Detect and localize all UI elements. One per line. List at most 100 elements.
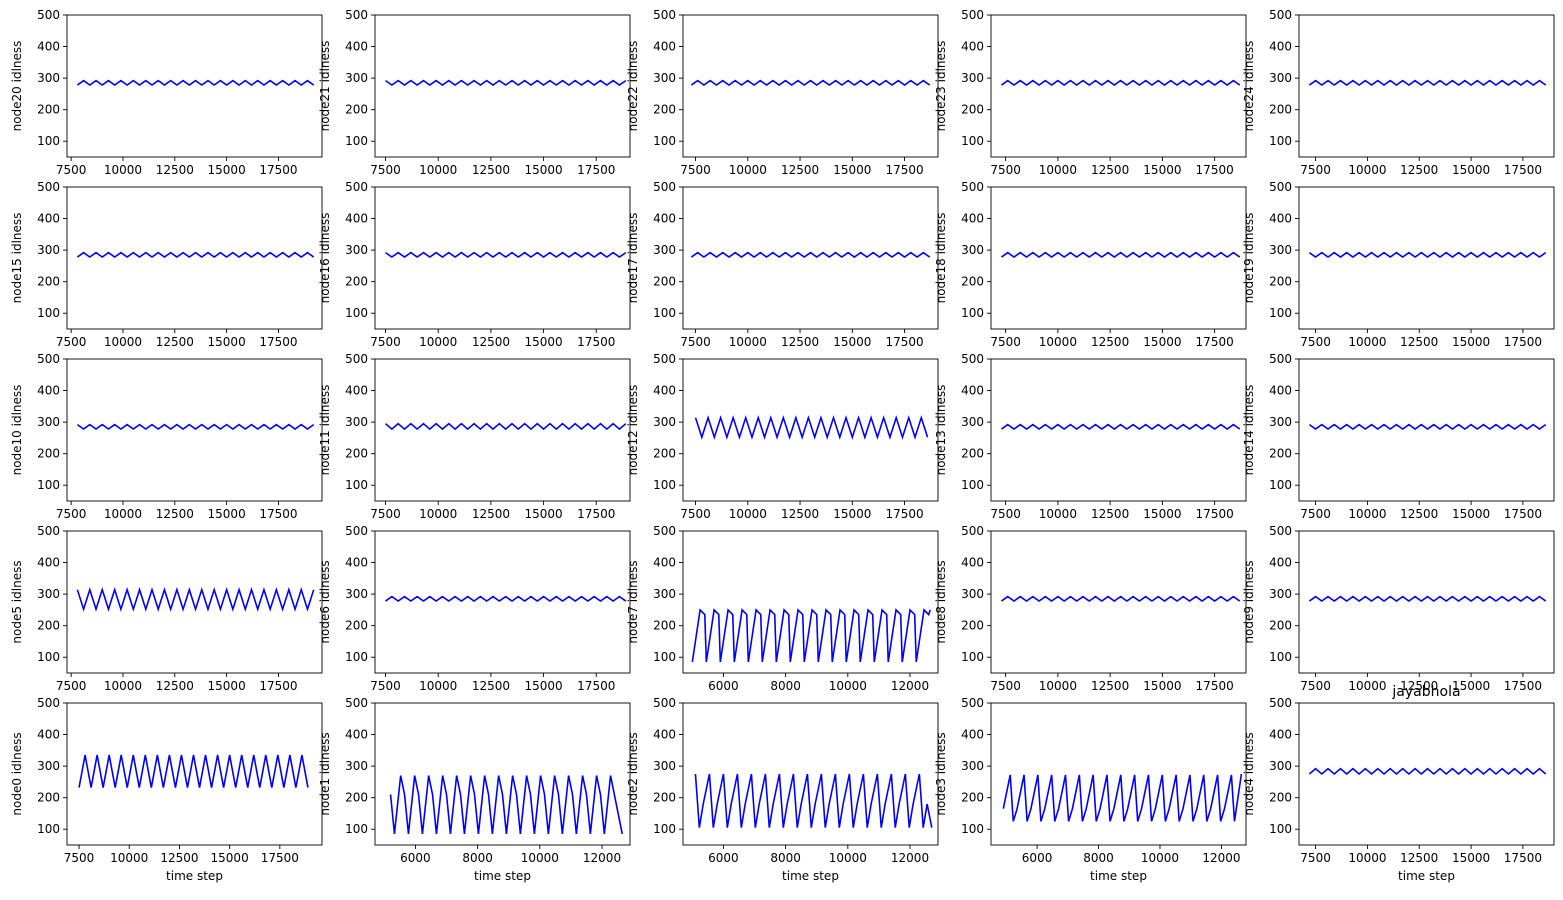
y-tick-label: 300: [961, 587, 984, 601]
y-tick-label: 200: [653, 447, 676, 461]
subplot-node9-idlness: 7500 10000 12500 15000 17500 100 200 300 400 500 n…: [1242, 524, 1555, 693]
y-tick-label: 400: [37, 212, 60, 226]
y-tick-label: 100: [345, 134, 368, 148]
x-tick-label: 17500: [259, 163, 297, 177]
y-tick-label: 200: [961, 619, 984, 633]
axes-frame: [374, 14, 631, 158]
y-tick-label: 300: [653, 243, 676, 257]
x-tick-label: 12500: [1400, 163, 1438, 177]
y-axis-label: node21 idlness: [318, 41, 332, 132]
x-tick-label: 12500: [781, 335, 819, 349]
x-tick-label: 12500: [472, 335, 510, 349]
series-line: [1000, 595, 1241, 603]
series-line: [76, 251, 315, 259]
series-line: [1308, 595, 1547, 603]
x-tick-label: 12500: [781, 163, 819, 177]
series-line: [76, 587, 315, 612]
y-tick-label: 400: [1269, 556, 1292, 570]
axes-frame: [66, 186, 323, 330]
y-tick-label: 300: [345, 415, 368, 429]
y-tick-label: 300: [345, 759, 368, 773]
subplot-node16-idlness: 7500 10000 12500 15000 17500 100 200 300 400 500 n…: [318, 180, 631, 349]
x-tick-label: 7500: [990, 163, 1021, 177]
x-tick-label: 10000: [104, 507, 142, 521]
y-tick-label: 200: [653, 791, 676, 805]
series-line: [691, 608, 931, 663]
axes-frame: [990, 14, 1247, 158]
y-tick-label: 400: [37, 40, 60, 54]
x-tick-label: 17500: [885, 163, 923, 177]
y-tick-label: 500: [345, 352, 368, 366]
y-tick-label: 100: [37, 478, 60, 492]
series-line: [385, 422, 627, 431]
series-line: [385, 251, 627, 259]
series-line: [385, 595, 627, 603]
y-tick-label: 300: [37, 71, 60, 85]
x-tick-label: 10000: [1141, 851, 1179, 865]
y-tick-label: 500: [345, 180, 368, 194]
x-tick-label: 17500: [1504, 679, 1542, 693]
x-tick-label: 15000: [1452, 163, 1490, 177]
series-line: [78, 754, 309, 788]
y-axis-label: node3 idlness: [934, 732, 948, 815]
x-tick-label: 17500: [1504, 335, 1542, 349]
axes-frame: [682, 702, 939, 846]
x-tick-label: 12500: [156, 335, 194, 349]
y-tick-label: 200: [1269, 619, 1292, 633]
axes-frame: [374, 358, 631, 502]
y-tick-label: 300: [37, 243, 60, 257]
y-tick-label: 200: [961, 103, 984, 117]
y-axis-label: node8 idlness: [934, 560, 948, 643]
axes-frame: [682, 14, 939, 158]
subplot-node19-idlness: 7500 10000 12500 15000 17500 100 200 300 400 500 n…: [1242, 180, 1555, 349]
y-axis-label: node11 idlness: [318, 385, 332, 476]
x-tick-label: 7500: [1300, 507, 1331, 521]
subplot-title: jayabhola: [1391, 684, 1460, 700]
x-tick-label: 17500: [259, 679, 297, 693]
x-tick-label: 15000: [208, 507, 246, 521]
x-tick-label: 12500: [781, 507, 819, 521]
y-tick-label: 300: [961, 243, 984, 257]
x-tick-label: 8000: [462, 851, 493, 865]
y-tick-label: 200: [653, 619, 676, 633]
axes-frame: [990, 358, 1247, 502]
x-tick-label: 7500: [1300, 679, 1331, 693]
x-tick-label: 17500: [259, 335, 297, 349]
y-axis-label: node9 idlness: [1242, 560, 1256, 643]
y-tick-label: 400: [1269, 384, 1292, 398]
y-tick-label: 100: [653, 650, 676, 664]
y-tick-label: 500: [37, 8, 60, 22]
y-tick-label: 100: [37, 306, 60, 320]
y-tick-label: 500: [1269, 180, 1292, 194]
axes-frame: [374, 702, 631, 846]
x-tick-label: 7500: [370, 507, 401, 521]
x-tick-label: 12000: [1202, 851, 1240, 865]
x-tick-label: 15000: [525, 679, 563, 693]
y-tick-label: 500: [653, 180, 676, 194]
y-tick-label: 500: [1269, 524, 1292, 538]
y-axis-label: node4 idlness: [1242, 732, 1256, 815]
x-tick-label: 10000: [1039, 163, 1077, 177]
x-tick-label: 17500: [1196, 507, 1234, 521]
series-line: [389, 775, 624, 835]
y-tick-label: 500: [961, 8, 984, 22]
subplot-node4-idlness: 7500 10000 12500 15000 17500 100 200 300 400 500 n…: [1242, 684, 1555, 883]
y-tick-label: 200: [1269, 447, 1292, 461]
subplot-node17-idlness: 7500 10000 12500 15000 17500 100 200 300 400 500 n…: [626, 180, 939, 349]
y-axis-label: node22 idlness: [626, 41, 640, 132]
y-axis-label: node0 idlness: [10, 732, 24, 815]
axes-frame: [682, 358, 939, 502]
y-tick-label: 300: [37, 587, 60, 601]
x-tick-label: 15000: [525, 335, 563, 349]
x-axis-label: time step: [166, 869, 223, 883]
x-axis-label: time step: [782, 869, 839, 883]
y-tick-label: 400: [345, 212, 368, 226]
y-tick-label: 300: [37, 759, 60, 773]
y-tick-label: 100: [961, 134, 984, 148]
y-tick-label: 300: [961, 415, 984, 429]
x-tick-label: 12500: [1400, 851, 1438, 865]
y-axis-label: node20 idlness: [10, 41, 24, 132]
x-tick-label: 8000: [770, 851, 801, 865]
y-axis-label: node19 idlness: [1242, 213, 1256, 304]
y-tick-label: 500: [37, 696, 60, 710]
